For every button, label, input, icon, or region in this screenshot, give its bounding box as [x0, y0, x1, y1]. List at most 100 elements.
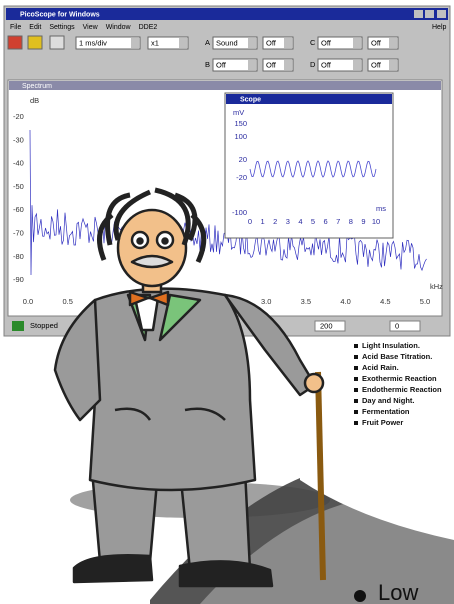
combo-box[interactable]	[212, 36, 258, 50]
spectrum-title: Spectrum	[22, 83, 52, 90]
scope-x-tick: 9	[361, 217, 365, 226]
combo-arrow[interactable]	[248, 60, 256, 70]
tool-button[interactable]	[27, 35, 43, 50]
scope-title-bar	[226, 94, 392, 104]
scope-x-tick: 3	[286, 217, 290, 226]
list-bullet	[354, 344, 358, 348]
max[interactable]	[425, 10, 434, 18]
combo-box[interactable]	[317, 36, 363, 50]
x-tick-label: 4.0	[340, 297, 350, 306]
tool-button[interactable]	[49, 35, 65, 50]
combo-text: Off	[371, 60, 382, 69]
menu-item[interactable]: Window	[106, 24, 132, 31]
menu-item[interactable]: File	[10, 24, 21, 31]
title-bar	[6, 8, 448, 20]
combo-arrow[interactable]	[179, 38, 187, 48]
list-item: Fruit Power	[362, 418, 403, 427]
combo-arrow[interactable]	[389, 60, 397, 70]
tool-button[interactable]	[7, 35, 23, 50]
y-tick-label: -40	[13, 159, 24, 168]
scope-x-tick: 0	[248, 217, 252, 226]
combo-text: Off	[321, 60, 332, 69]
window-buttons	[414, 10, 446, 18]
list-item: Endothermic Reaction	[362, 385, 442, 394]
combo-box[interactable]	[147, 36, 189, 50]
scope-y-label: mV	[233, 108, 244, 117]
scope-y-tick: -100	[232, 208, 247, 217]
combo-text: Sound	[216, 38, 238, 47]
channel-label: D	[310, 60, 316, 69]
spectrum-axes: -20 -30 -40 -50 -60 -70 -80 -90 0.0 0.5 3.0 3.5 4.0 4…	[13, 112, 430, 306]
menu-item[interactable]: Help	[432, 24, 447, 31]
list-item: Fermentation	[362, 407, 410, 416]
window-title: PicoScope for Windows	[20, 11, 100, 18]
y-tick-label: -30	[13, 135, 24, 144]
combo-text: 1 ms/div	[79, 38, 107, 47]
combo-arrow[interactable]	[248, 38, 256, 48]
list-item: Exothermic Reaction	[362, 374, 437, 383]
combo-box[interactable]	[317, 58, 363, 72]
field[interactable]	[314, 320, 346, 332]
menu-item[interactable]: Settings	[49, 24, 75, 31]
close[interactable]	[437, 10, 446, 18]
list-bullet	[354, 355, 358, 359]
combo-text: Off	[216, 60, 227, 69]
x-tick-label: 3.5	[301, 297, 311, 306]
combo-text: Off	[266, 38, 277, 47]
y-tick-label: -80	[13, 252, 24, 261]
go-button[interactable]	[12, 321, 24, 331]
scope-x-unit: ms	[376, 204, 386, 213]
list-item: Acid Rain.	[362, 363, 399, 372]
menu-item[interactable]: Edit	[29, 24, 41, 31]
scope-y-tick: -20	[236, 173, 247, 182]
channel-label: C	[310, 38, 316, 47]
y-tick-label: -70	[13, 228, 24, 237]
menu-item[interactable]: DDE2	[139, 24, 158, 31]
list-item: Day and Night.	[362, 396, 415, 405]
list-bullet	[354, 399, 358, 403]
list-item: Acid Base Titration.	[362, 352, 432, 361]
x-tick-label: 0.0	[23, 297, 33, 306]
list-bullet	[354, 410, 358, 414]
scope-trace	[249, 160, 377, 178]
x-tick-label: 5.0	[420, 297, 430, 306]
professor	[53, 187, 330, 588]
min[interactable]	[414, 10, 423, 18]
combo-arrow[interactable]	[353, 38, 361, 48]
combo-arrow[interactable]	[284, 38, 292, 48]
scope-x-tick: 7	[336, 217, 340, 226]
scope-x-tick: 8	[349, 217, 353, 226]
x-axis-unit: kHz	[430, 282, 443, 291]
combo-arrow[interactable]	[389, 38, 397, 48]
combo-box[interactable]	[75, 36, 141, 50]
status-field: 0	[395, 321, 399, 330]
list-bullet	[354, 377, 358, 381]
combo-arrow[interactable]	[284, 60, 292, 70]
list-bullet	[354, 366, 358, 370]
y-tick-label: -50	[13, 182, 24, 191]
combo-box[interactable]	[212, 58, 258, 72]
combo-arrow[interactable]	[131, 38, 139, 48]
y-axis-label: dB	[30, 96, 39, 105]
combo-text: Off	[371, 38, 382, 47]
scope-x-tick: 10	[372, 217, 380, 226]
menu-item[interactable]: View	[83, 24, 99, 31]
y-tick-label: -60	[13, 205, 24, 214]
combo-text: Off	[266, 60, 277, 69]
scope-x-tick: 6	[324, 217, 328, 226]
list-bullet	[354, 421, 358, 425]
field[interactable]	[389, 320, 421, 332]
list-bullet	[354, 388, 358, 392]
scope-x-tick: 5	[311, 217, 315, 226]
x-tick-label: 0.5	[62, 297, 72, 306]
combo-arrow[interactable]	[353, 60, 361, 70]
scope-x-tick: 4	[298, 217, 302, 226]
scope-title: Scope	[240, 96, 261, 103]
bullet	[354, 590, 366, 602]
feature-list: Light Insulation. Acid Base Titration. Aci…	[354, 341, 442, 427]
scope-window	[224, 92, 394, 239]
spectrum-title-bar	[9, 81, 441, 90]
scope-y-tick: 100	[234, 132, 247, 141]
toolbar: 1 ms/div x1 A Sound Off C Off Off B Off Off D Off Off	[7, 35, 399, 72]
